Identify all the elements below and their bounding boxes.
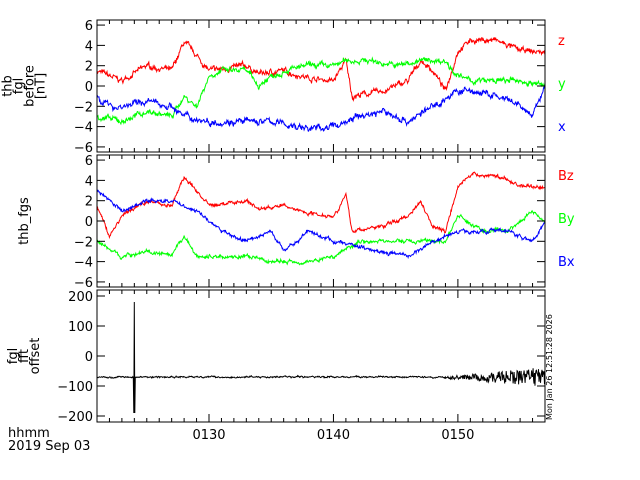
series-z (96, 36, 546, 102)
ytick-label: −2 (74, 235, 93, 250)
ytick-label: 100 (68, 320, 93, 335)
ylabel: fgl (6, 348, 21, 364)
ytick-label: −6 (74, 276, 93, 291)
legend-y: y (558, 77, 566, 92)
series-offset (96, 301, 546, 414)
ytick-label: 2 (85, 195, 93, 210)
ytick-label: 6 (85, 154, 93, 169)
ytick-label: 200 (68, 290, 93, 305)
ylabel: thb_fgs (17, 197, 32, 245)
ytick-label: 2 (85, 60, 93, 75)
timestamp: Mon Jan 26 12:51:28 2026 (545, 314, 554, 420)
ylabel: fft (17, 349, 32, 363)
date-label: 2019 Sep 03 (8, 439, 90, 454)
legend-Bz: Bz (558, 169, 574, 184)
series-y (96, 56, 546, 126)
legend-Bx: Bx (558, 255, 575, 270)
xtick-label: 0140 (317, 428, 350, 443)
ylabel: [nT] (34, 73, 49, 99)
ytick-label: 4 (85, 39, 93, 54)
legend-x: x (558, 120, 566, 135)
xtick-label: 0130 (192, 428, 225, 443)
ylabel: fgl (12, 78, 27, 94)
xaxis-label: hhmm (8, 426, 50, 441)
panel-frame (96, 289, 546, 423)
ytick-label: 0 (85, 215, 93, 230)
ytick-label: −4 (74, 121, 93, 136)
series-x (96, 84, 546, 132)
series-Bz (96, 171, 546, 240)
panel-2: Bz By Bx −6 −4 −2 0 2 4 6 thb_fgs (17, 154, 575, 291)
ytick-label: 6 (85, 19, 93, 34)
ylabel: before (23, 65, 38, 107)
ytick-label: −200 (57, 410, 93, 425)
ytick-label: −100 (57, 380, 93, 395)
ytick-label: −4 (74, 256, 93, 271)
legend-By: By (558, 212, 575, 227)
ytick-label: 4 (85, 174, 93, 189)
ylabel: thb (1, 75, 16, 97)
series-By (96, 209, 546, 266)
ytick-label: 0 (85, 350, 93, 365)
ylabel: offset (28, 338, 43, 375)
series-Bx (96, 189, 546, 260)
ytick-label: −6 (74, 141, 93, 156)
ytick-label: 0 (85, 80, 93, 95)
xtick-label: 0150 (441, 428, 474, 443)
ytick-label: −2 (74, 100, 93, 115)
legend-z: z (558, 34, 565, 49)
